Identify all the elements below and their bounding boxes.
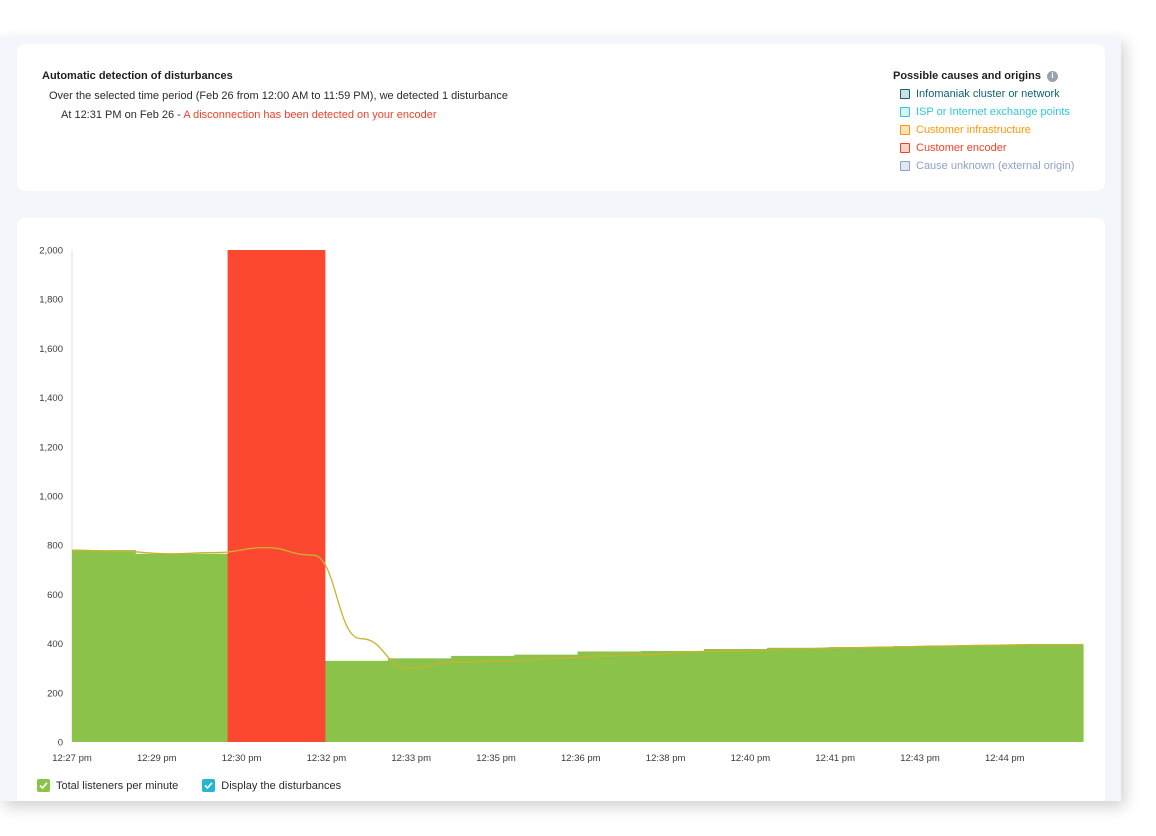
detection-panel: Automatic detection of disturbances Over… [17, 44, 1105, 191]
listeners-chart-panel: 0 200 400 600 800 1,000 1,200 1,400 1,600 1,800 2,… [17, 218, 1105, 801]
listeners-toggle[interactable]: Total listeners per minute [37, 779, 178, 792]
area-segment [451, 655, 515, 742]
area-segment [893, 646, 958, 742]
x-tick-label: 12:29 pm [137, 753, 177, 764]
listeners-label: Total listeners per minute [56, 779, 179, 792]
cause-swatch [900, 143, 910, 153]
y-tick-label: 1,600 [39, 344, 63, 355]
x-tick-label: 12:27 pm [52, 753, 92, 764]
x-tick-label: 12:41 pm [815, 753, 855, 764]
causes-legend: Possible causes and origins i Infomaniak… [893, 70, 1074, 172]
cause-swatch [900, 89, 910, 99]
area-segment [767, 647, 831, 742]
cause-item[interactable]: Infomaniak cluster or network [900, 88, 1074, 100]
cause-swatch [900, 125, 910, 135]
y-tick-label: 1,800 [39, 295, 63, 306]
x-tick-label: 12:30 pm [222, 753, 262, 764]
event-message: A disconnection has been detected on you… [183, 109, 437, 121]
y-tick-label: 0 [58, 738, 63, 749]
app-window: Automatic detection of disturbances Over… [0, 36, 1121, 801]
trend-line [71, 547, 1083, 669]
info-icon[interactable]: i [1046, 70, 1058, 82]
detection-title: Automatic detection of disturbances [42, 70, 233, 82]
area-segment [577, 651, 642, 742]
cause-label: Cause unknown (external origin) [916, 160, 1075, 172]
y-tick-label: 800 [47, 541, 63, 552]
y-tick-label: 1,200 [39, 442, 63, 453]
cause-label: Customer encoder [916, 142, 1007, 154]
area-segment [1019, 644, 1084, 742]
causes-title-row: Possible causes and origins i [893, 70, 1074, 82]
x-tick-label: 12:32 pm [307, 753, 347, 764]
cause-item[interactable]: Customer encoder [900, 142, 1074, 154]
y-tick-label: 600 [47, 590, 63, 601]
cause-item[interactable]: ISP or Internet exchange points [900, 106, 1074, 118]
disturbance-bar [227, 250, 326, 742]
causes-list: Infomaniak cluster or network ISP or Inte… [893, 88, 1074, 172]
y-tick-label: 1,000 [39, 492, 63, 503]
x-tick-label: 12:44 pm [985, 753, 1025, 764]
area-segment [956, 645, 1021, 742]
y-tick-label: 400 [47, 639, 63, 650]
area-segment [703, 649, 768, 742]
cause-label: ISP or Internet exchange points [916, 106, 1070, 118]
y-tick-label: 1,400 [39, 393, 63, 404]
cause-item[interactable]: Cause unknown (external origin) [900, 160, 1074, 172]
cause-item[interactable]: Customer infrastructure [900, 124, 1074, 136]
disturbances-checkbox[interactable] [202, 779, 216, 792]
detection-summary: Over the selected time period (Feb 26 fr… [49, 90, 508, 102]
area-segment [514, 654, 579, 742]
x-tick-label: 12:35 pm [476, 753, 516, 764]
cause-swatch [900, 107, 910, 117]
detection-event: At 12:31 PM on Feb 26 - A disconnection … [61, 109, 437, 121]
listeners-chart: 0 200 400 600 800 1,000 1,200 1,400 1,600 1,800 2,… [39, 246, 1084, 764]
y-tick-label: 200 [47, 688, 63, 699]
x-tick-label: 12:38 pm [646, 753, 686, 764]
x-tick-label: 12:40 pm [731, 753, 771, 764]
area-segment [387, 658, 452, 742]
area-segment [324, 660, 389, 742]
x-tick-label: 12:43 pm [900, 753, 940, 764]
event-time: At 12:31 PM on Feb 26 - [61, 109, 181, 121]
y-tick-label: 2,000 [39, 246, 63, 257]
cause-label: Customer infrastructure [916, 124, 1031, 136]
area-segment [830, 647, 895, 742]
area-segment [640, 650, 705, 742]
x-tick-label: 12:36 pm [561, 753, 601, 764]
area-segment [72, 550, 136, 742]
disturbances-label: Display the disturbances [221, 779, 342, 792]
x-tick-label: 12:33 pm [391, 753, 431, 764]
cause-label: Infomaniak cluster or network [916, 88, 1060, 100]
area-segment [135, 553, 199, 742]
causes-title: Possible causes and origins [893, 70, 1041, 82]
listeners-checkbox[interactable] [37, 779, 50, 792]
disturbances-toggle[interactable]: Display the disturbances [202, 779, 341, 792]
chart-legend: Total listeners per minute Display the d… [37, 779, 341, 792]
cause-swatch [900, 161, 910, 171]
